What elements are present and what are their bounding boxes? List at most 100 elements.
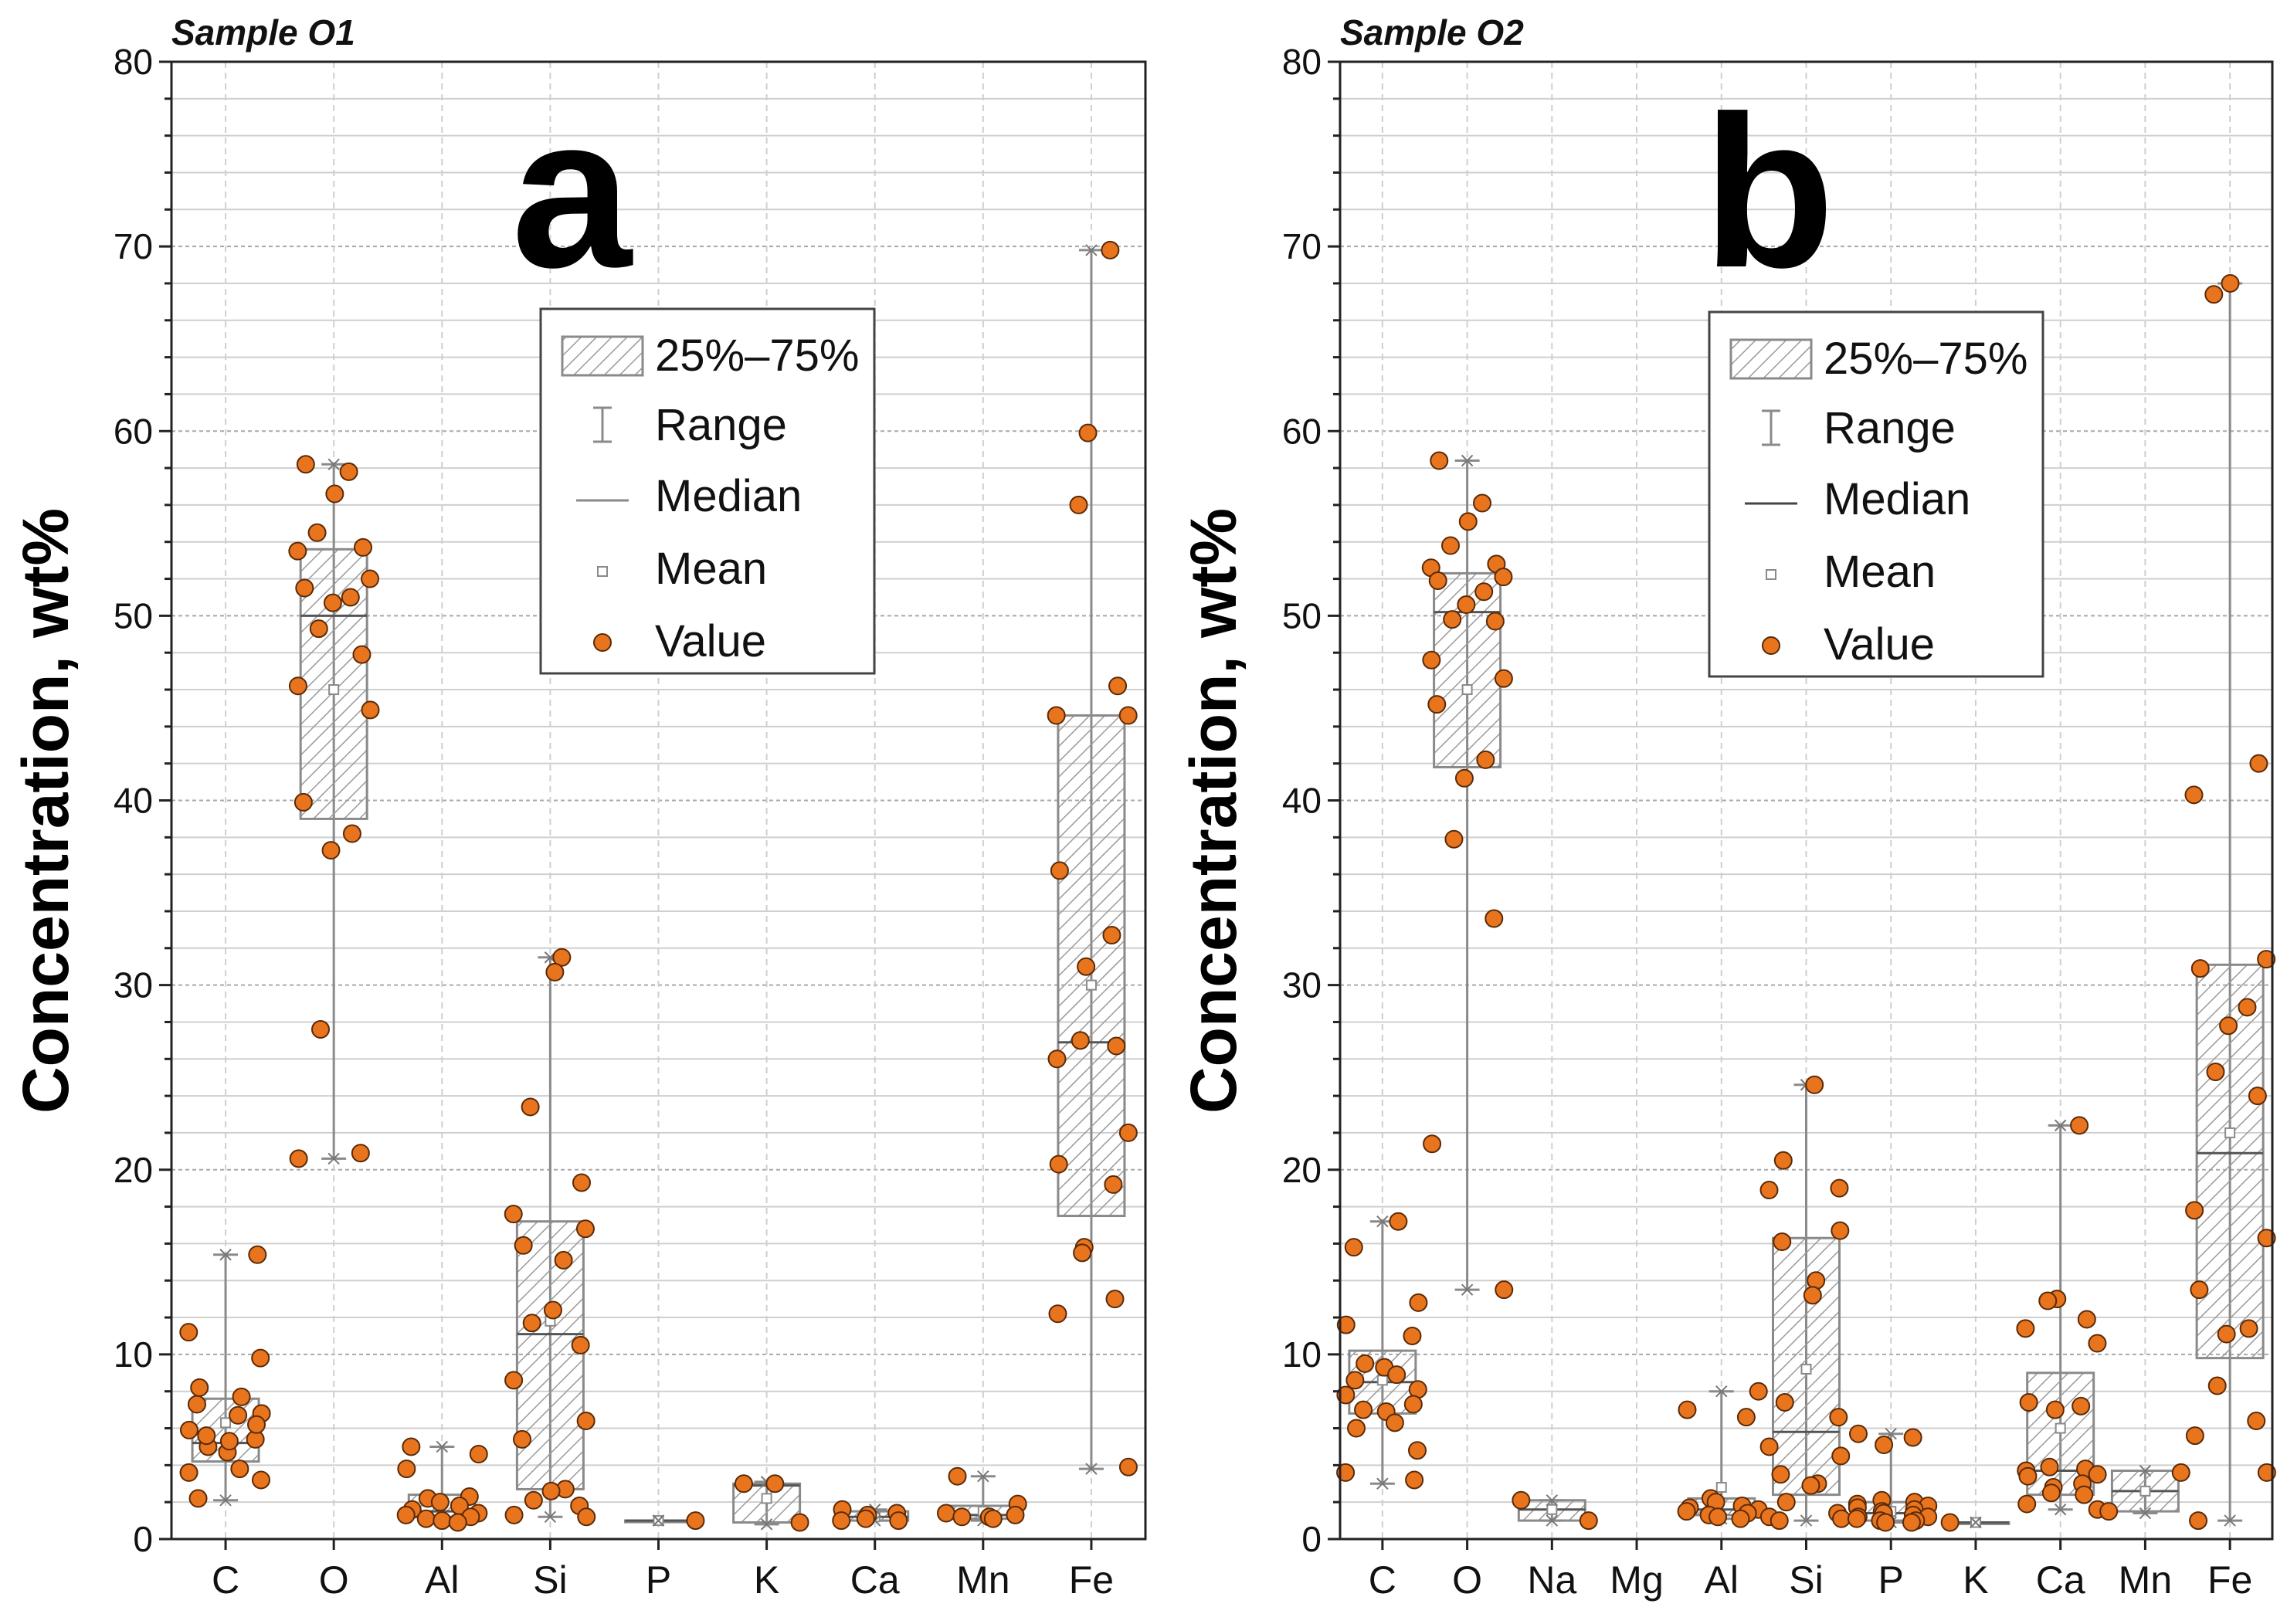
mean-marker-Na: [1546, 1504, 1558, 1515]
value-point-Fe: [2219, 1016, 2238, 1036]
x-tick-label-P: P: [1878, 1558, 1904, 1602]
value-point-Fe: [1071, 1031, 1090, 1050]
legend-value-label: Value: [1824, 619, 1935, 670]
value-point-C: [1344, 1238, 1363, 1257]
value-point-C: [1385, 1413, 1404, 1432]
value-point-Si: [522, 1314, 541, 1333]
x-tick-label-Mg: Mg: [1610, 1558, 1663, 1602]
value-point-Ca: [2019, 1393, 2038, 1412]
value-point-C: [1408, 1441, 1427, 1460]
value-point-Fe: [1118, 1123, 1138, 1142]
value-point-C: [188, 1489, 208, 1508]
value-point-Si: [554, 1250, 573, 1270]
value-point-C: [1409, 1293, 1428, 1312]
value-point-Si: [1776, 1493, 1796, 1512]
extreme-marker: [2054, 1504, 2067, 1516]
value-point-Ca: [2038, 1291, 2058, 1310]
value-point-C: [1354, 1400, 1373, 1419]
legend-mean-label: Mean: [655, 544, 767, 594]
mean-marker-Mn: [2139, 1485, 2151, 1497]
value-point-O: [341, 588, 360, 607]
panel-b-y-axis: 0 10 20 30 40 50 60 70 80: [1282, 42, 1340, 1559]
panel-a-x-axis: C O Al Si P K Ca Mn Fe: [212, 1539, 1114, 1602]
value-point-Fe: [1069, 495, 1088, 514]
box-Na: [1517, 1494, 1586, 1527]
value-point-Si: [1830, 1178, 1849, 1198]
value-point-O: [294, 792, 313, 812]
value-point-O: [1457, 595, 1476, 615]
value-point-O: [289, 1149, 308, 1168]
value-point-Na: [1579, 1511, 1598, 1531]
value-point-O: [1474, 582, 1494, 602]
y-tick-label: 40: [114, 781, 153, 821]
value-point-Si: [571, 1335, 590, 1354]
extreme-marker: [1800, 1514, 1813, 1527]
x-tick-label-P: P: [646, 1558, 671, 1602]
value-point-C: [190, 1378, 209, 1397]
panel-b-legend: 25%–75% Range Median Mean Value: [1708, 310, 2044, 678]
value-point-Fe: [1102, 926, 1121, 945]
value-point-Fe: [2190, 959, 2210, 978]
extreme-marker: [760, 1518, 773, 1531]
value-point-Ca: [856, 1509, 875, 1528]
value-point-Mn: [952, 1507, 972, 1527]
value-point-C: [1336, 1463, 1356, 1482]
value-point-Si: [1770, 1511, 1789, 1531]
x-tick-label-Mn: Mn: [2119, 1558, 2172, 1602]
legend-value-icon: [1762, 636, 1780, 655]
value-point-O: [361, 569, 380, 588]
mean-marker-C: [1376, 1375, 1388, 1386]
y-tick-label: 70: [1282, 226, 1322, 266]
value-point-C: [179, 1323, 199, 1342]
value-point-Fe: [2207, 1376, 2227, 1395]
value-point-Al: [1749, 1382, 1768, 1401]
extreme-marker: [2224, 1514, 2236, 1527]
value-point-Si: [504, 1205, 523, 1224]
value-point-O: [323, 593, 342, 612]
x-tick-label-K: K: [1963, 1558, 1988, 1602]
box-P: [624, 1514, 693, 1527]
y-tick-label: 80: [114, 42, 153, 82]
value-point-C: [251, 1348, 270, 1368]
value-point-K: [790, 1513, 809, 1532]
panel-b: Sample O2 Concentration, wt% 0 10 20 30 40 50…: [1177, 12, 2276, 1602]
panel-a-legend: 25%–75% Range Median Mean Value: [539, 307, 876, 675]
panel-a-ylabel: Concentration, wt%: [9, 508, 82, 1114]
value-point-Fe: [1049, 1154, 1068, 1174]
value-point-Ca: [2041, 1483, 2061, 1503]
x-tick-label-Al: Al: [425, 1558, 459, 1602]
value-point-C: [1345, 1371, 1365, 1390]
x-tick-label-Na: Na: [1527, 1558, 1576, 1602]
y-tick-label: 0: [133, 1519, 153, 1559]
x-tick-label-O: O: [319, 1558, 349, 1602]
value-point-O: [321, 841, 341, 860]
mean-marker-Fe: [1085, 979, 1097, 991]
extreme-marker: [2139, 1507, 2152, 1520]
value-point-C: [232, 1387, 251, 1406]
legend-median-label: Median: [1824, 474, 1970, 524]
value-point-O: [288, 541, 307, 561]
value-point-Al: [448, 1513, 467, 1532]
value-point-O: [361, 700, 380, 720]
extreme-marker: [327, 1152, 340, 1165]
extreme-marker: [1546, 1494, 1559, 1507]
value-point-Al: [402, 1437, 421, 1456]
extreme-marker: [327, 458, 340, 470]
value-point-Al: [396, 1505, 416, 1524]
value-point-Si: [575, 1219, 595, 1239]
y-tick-label: 30: [1282, 965, 1322, 1005]
value-point-Si: [513, 1429, 532, 1449]
value-point-Al: [1736, 1408, 1756, 1427]
value-point-C: [219, 1432, 239, 1451]
value-point-O: [1454, 768, 1474, 788]
legend-value-label: Value: [655, 616, 766, 666]
y-tick-label: 50: [1282, 595, 1322, 636]
y-tick-label: 20: [114, 1150, 153, 1190]
value-point-O: [1441, 536, 1461, 555]
value-point-Si: [521, 1097, 540, 1117]
value-point-C: [251, 1470, 270, 1490]
value-point-O: [1427, 695, 1447, 714]
x-tick-label-C: C: [1369, 1558, 1396, 1602]
value-point-Fe: [2206, 1063, 2225, 1082]
value-point-O: [1458, 512, 1478, 531]
